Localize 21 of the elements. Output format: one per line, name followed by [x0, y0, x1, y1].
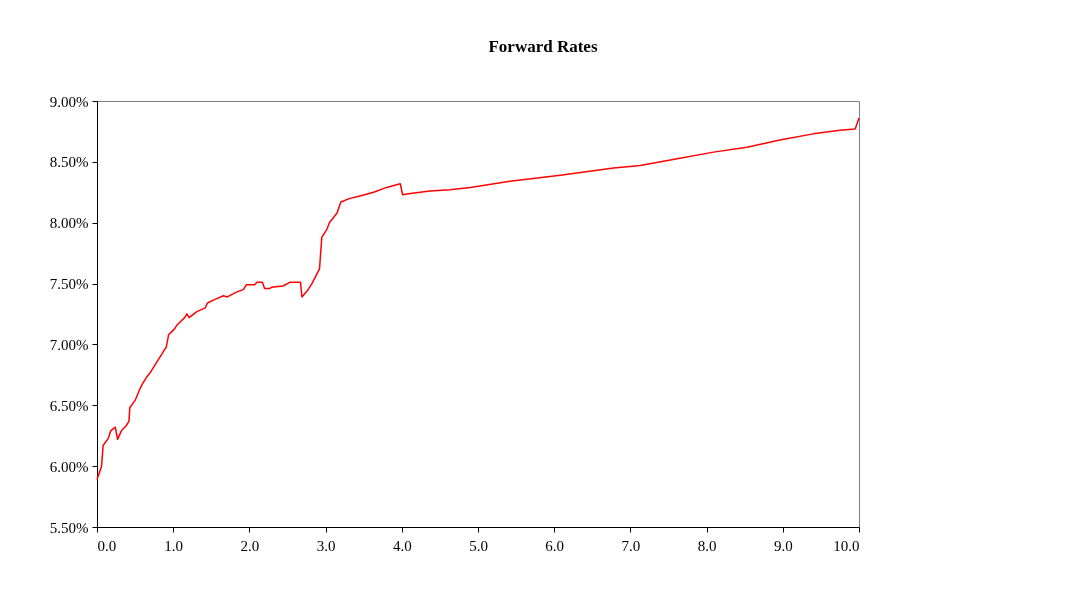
x-tick-label: 8.0 — [697, 537, 717, 554]
x-tick-label: 0.0 — [97, 537, 117, 554]
y-tick-label: 7.50% — [49, 276, 89, 293]
y-tick-label: 5.50% — [49, 519, 89, 536]
x-tick-label: 5.0 — [469, 537, 488, 554]
x-tick-label: 2.0 — [240, 537, 260, 554]
y-tick-label: 9.00% — [49, 93, 89, 110]
x-tick-label: 3.0 — [316, 537, 336, 554]
x-tick-label: 6.0 — [545, 537, 565, 554]
x-tick-label: 10.0 — [833, 537, 860, 554]
y-tick-label: 8.00% — [49, 215, 89, 232]
y-tick-label: 6.00% — [49, 458, 89, 475]
y-tick-label: 8.50% — [49, 154, 89, 171]
x-tick-label: 1.0 — [164, 537, 184, 554]
y-tick-label: 7.00% — [49, 336, 89, 353]
x-tick-label: 9.0 — [773, 537, 793, 554]
line-series — [96, 117, 860, 481]
chart-title: Forward Rates — [488, 37, 598, 56]
x-tick-label: 4.0 — [392, 537, 412, 554]
x-tick-label: 7.0 — [621, 537, 641, 554]
y-tick-label: 6.50% — [49, 397, 89, 414]
